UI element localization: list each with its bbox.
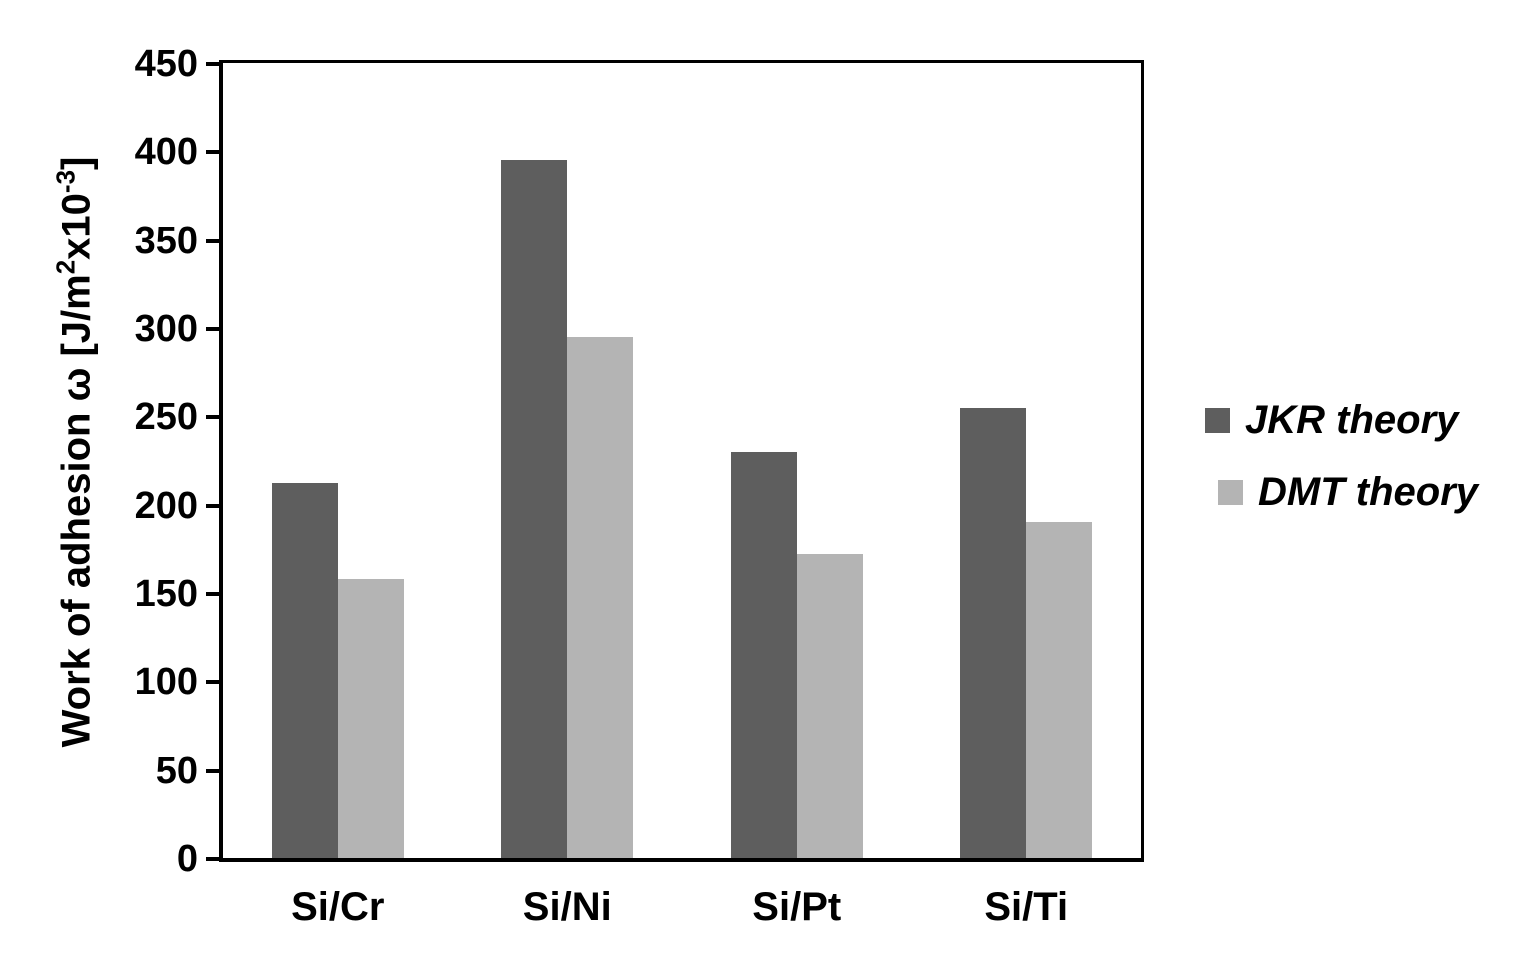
y-axis-tick-label-200: 200 xyxy=(134,484,198,527)
bar-jkr-si-pt xyxy=(730,451,797,858)
bar-jkr-si-ti xyxy=(960,407,1027,858)
y-axis-tick-350 xyxy=(206,238,219,243)
x-axis-label-si-cr: Si/Cr xyxy=(291,885,385,929)
x-axis-label-si-ni: Si/Ni xyxy=(522,885,612,929)
bar-jkr-si-cr xyxy=(271,483,338,858)
bar-jkr-si-ni xyxy=(501,160,568,858)
legend: JKR theory DMT theory xyxy=(1205,396,1478,516)
bar-dmt-si-ti xyxy=(1026,522,1093,858)
y-axis-tick-200 xyxy=(206,503,219,508)
legend-label: JKR theory xyxy=(1245,397,1459,442)
x-axis-label-si-ti: Si/Ti xyxy=(984,885,1069,929)
y-axis-tick-label-450: 450 xyxy=(134,43,198,85)
bar-dmt-si-cr xyxy=(337,578,404,858)
y-axis-tick-250 xyxy=(206,415,219,420)
y-axis-tick-450 xyxy=(206,62,219,66)
y-axis-title-mid: x10 xyxy=(54,193,99,260)
y-axis-tick-label-350: 350 xyxy=(134,219,198,262)
y-axis-title-suffix: ] xyxy=(54,156,99,170)
y-axis-tick-label-300: 300 xyxy=(134,308,198,350)
y-axis-tick-0 xyxy=(206,857,219,861)
y-axis-tick-50 xyxy=(206,768,219,773)
y-axis-title-superscript-2: 2 xyxy=(50,259,81,275)
y-axis-tick-label-50: 50 xyxy=(155,749,198,792)
legend-swatch-icon xyxy=(1218,479,1243,505)
legend-label: DMT theory xyxy=(1258,469,1478,514)
y-axis-tick-400 xyxy=(206,150,219,155)
y-axis-title-superscript-minus3: -3 xyxy=(50,169,81,194)
legend-entry-jkr: JKR theory xyxy=(1205,396,1478,444)
plot-area xyxy=(219,60,1144,862)
y-axis-tick-label-0: 0 xyxy=(176,838,198,880)
y-axis-tick-label-100: 100 xyxy=(134,661,198,704)
legend-swatch-icon xyxy=(1205,407,1230,433)
y-axis-tick-label-250: 250 xyxy=(134,396,198,439)
bar-dmt-si-pt xyxy=(796,554,863,858)
y-axis-tick-150 xyxy=(206,592,219,596)
y-axis-title: Work of adhesion ω [J/m2x10-3] xyxy=(51,156,100,748)
y-axis-title-text: Work of adhesion ω [J/m xyxy=(54,274,99,748)
bar-dmt-si-ni xyxy=(567,336,634,858)
y-axis-tick-100 xyxy=(206,680,219,685)
y-axis-tick-label-150: 150 xyxy=(134,573,198,615)
y-axis-tick-label-400: 400 xyxy=(134,131,198,174)
x-axis-label-si-pt: Si/Pt xyxy=(752,885,842,929)
y-axis-tick-300 xyxy=(206,327,219,331)
legend-entry-dmt: DMT theory xyxy=(1205,468,1478,516)
